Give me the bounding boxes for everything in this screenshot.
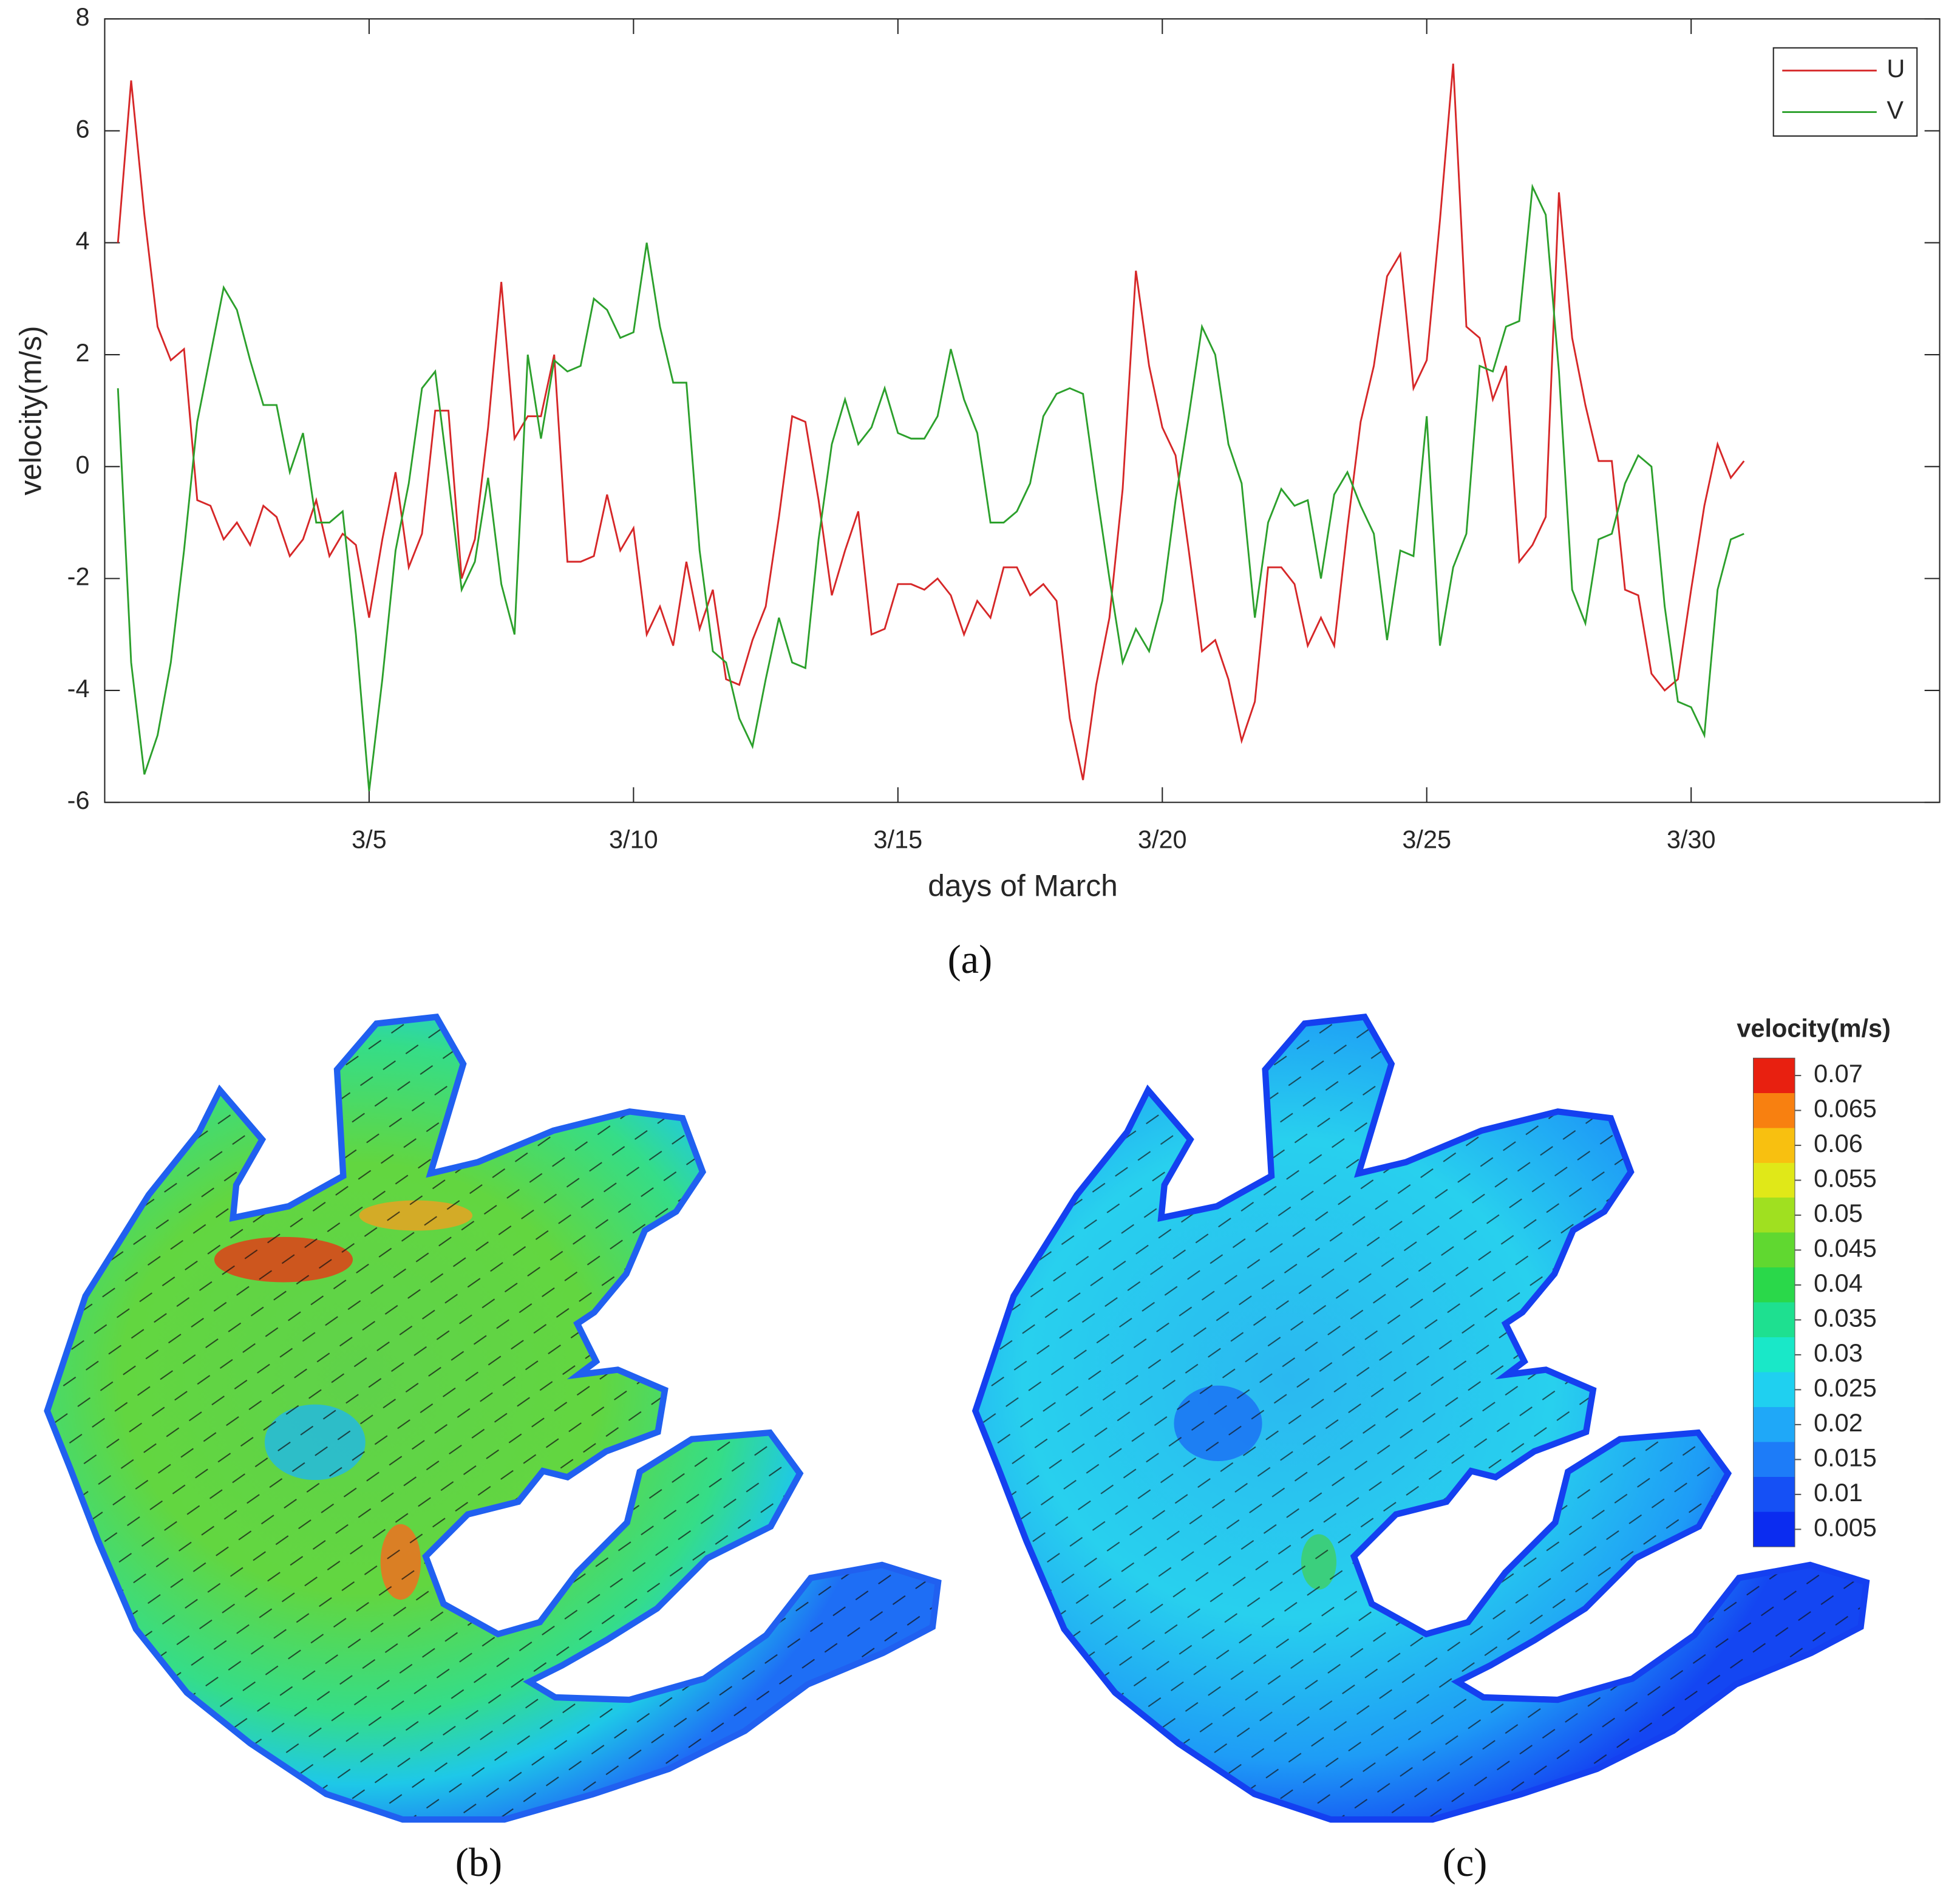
legend-label: U (1887, 54, 1905, 83)
x-tick-label: 3/5 (352, 825, 387, 854)
colorbar-tick-label: 0.04 (1814, 1269, 1863, 1297)
colorbar-tick-label: 0.035 (1814, 1303, 1877, 1332)
x-tick-label: 3/20 (1138, 825, 1187, 854)
x-axis-label: days of March (928, 868, 1118, 902)
flow-map-b (50, 1020, 934, 1816)
flow-map-c (979, 1020, 1863, 1816)
colorbar-tick-label: 0.06 (1814, 1129, 1863, 1157)
y-tick-label: 8 (75, 2, 89, 31)
colorbar-title: velocity(m/s) (1737, 1014, 1891, 1043)
x-tick-label: 3/15 (873, 825, 922, 854)
y-tick-label: -4 (67, 674, 90, 703)
colorbar-tick-label: 0.03 (1814, 1338, 1863, 1367)
colorbar-tick-label: 0.015 (1814, 1443, 1877, 1471)
panel-label: (b) (455, 1841, 502, 1885)
panel-label: (a) (948, 938, 993, 982)
colorbar-tick-label: 0.005 (1814, 1513, 1877, 1541)
y-tick-label: 6 (75, 114, 89, 143)
colorbar (1753, 1057, 1795, 1547)
colorbar-tick-label: 0.01 (1814, 1478, 1863, 1507)
x-tick-label: 3/10 (609, 825, 658, 854)
legend-box (1772, 47, 1918, 137)
y-tick-label: -6 (67, 786, 90, 814)
plot-frame (104, 18, 1941, 803)
x-tick-label: 3/25 (1402, 825, 1451, 854)
colorbar-tick-label: 0.065 (1814, 1094, 1877, 1122)
legend: UV (1772, 47, 1918, 137)
line-series (117, 183, 1744, 791)
y-tick-label: 2 (75, 338, 89, 367)
y-tick-label: -2 (67, 562, 90, 591)
line-series (117, 63, 1745, 780)
colorbar-tick-label: 0.025 (1814, 1373, 1877, 1402)
plot-area: -6 -4 -2 0 2 4 6 8 3/5 3/10 3/15 3/20 3/25 3/30 UV (67, 2, 1940, 854)
colorbar-ticks: 0.07 0.065 0.06 0.055 0.05 0.045 0.04 0.035 0.03… (1794, 1059, 1877, 1541)
colorbar-tick-label: 0.045 (1814, 1233, 1877, 1262)
legend-label: V (1887, 96, 1904, 124)
colorbar-tick-label: 0.055 (1814, 1164, 1877, 1192)
colorbar-tick-label: 0.05 (1814, 1199, 1863, 1227)
x-tick-label: 3/30 (1667, 825, 1716, 854)
colorbar-tick-label: 0.07 (1814, 1059, 1863, 1088)
colorbar-tick-label: 0.02 (1814, 1408, 1863, 1437)
panel-label: (c) (1443, 1841, 1488, 1885)
y-axis-label: velocity(m/s) (13, 326, 47, 496)
y-tick-label: 4 (75, 227, 89, 255)
y-tick-label: 0 (75, 450, 89, 479)
